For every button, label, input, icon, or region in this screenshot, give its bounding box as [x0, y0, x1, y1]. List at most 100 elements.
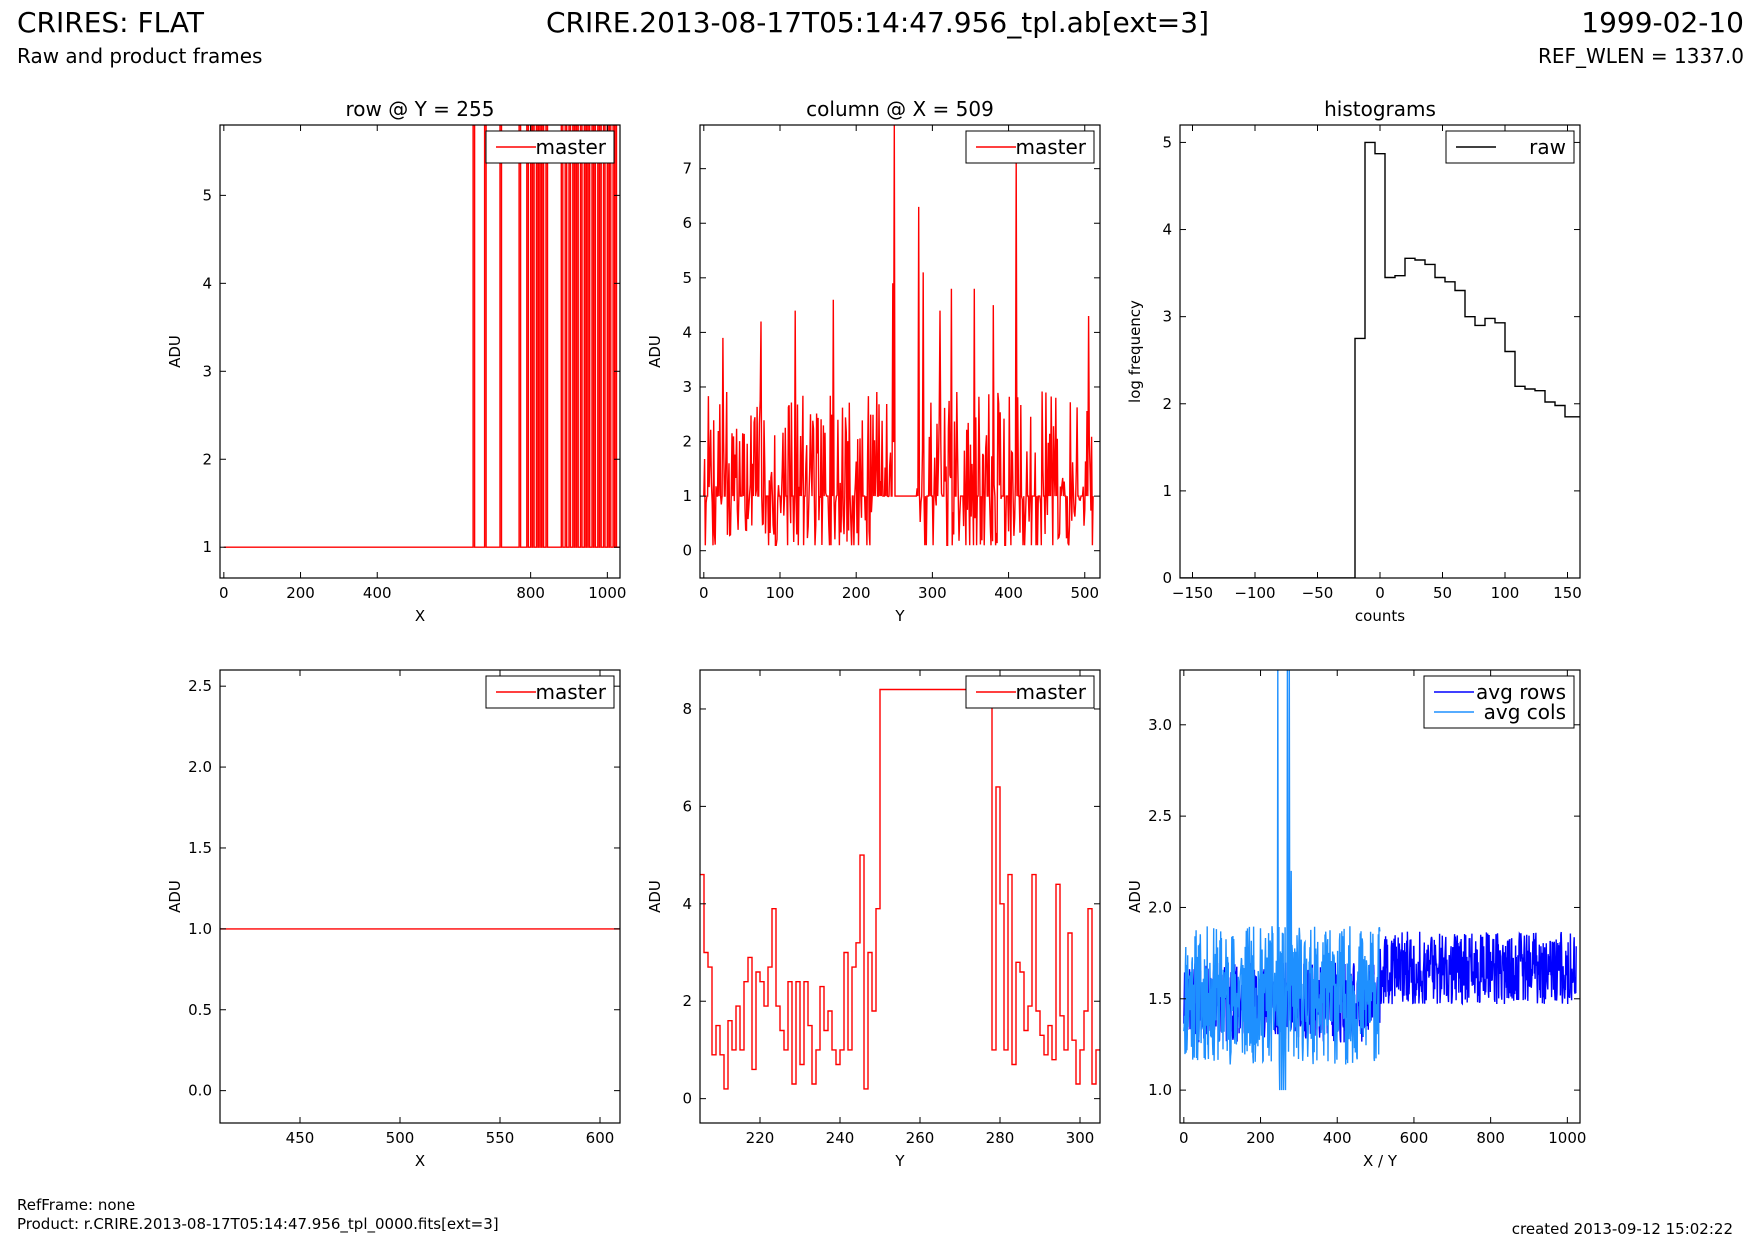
- y-axis-label: ADU: [646, 880, 664, 913]
- y-tick-label: 4: [202, 274, 212, 292]
- plot-frame: [1179, 124, 1581, 579]
- plot-frame: [1179, 669, 1581, 1124]
- x-tick-label: 600: [586, 1129, 615, 1147]
- x-tick-label: 800: [1476, 1129, 1505, 1147]
- y-tick-label: 8: [682, 700, 692, 718]
- plot-area: [223, 125, 620, 548]
- y-tick-label: 3.0: [1148, 716, 1172, 734]
- x-axis-label: Y: [894, 607, 905, 625]
- x-tick-label: 500: [1070, 584, 1099, 602]
- y-axis-label: ADU: [166, 880, 184, 913]
- y-tick-label: 4: [682, 323, 692, 341]
- plot-area: [703, 125, 1094, 546]
- x-tick-label: 100: [766, 584, 795, 602]
- page-title: CRIRES: FLAT: [17, 6, 204, 39]
- y-tick-label: 5: [1162, 133, 1172, 151]
- x-tick-label: 150: [1553, 584, 1582, 602]
- x-tick-label: 550: [486, 1129, 515, 1147]
- y-tick-label: 3: [682, 378, 692, 396]
- y-tick-label: 1.0: [1148, 1081, 1172, 1099]
- x-tick-label: 500: [386, 1129, 415, 1147]
- series-avg-cols: [1183, 670, 1381, 1091]
- ref-wavelength: REF_WLEN = 1337.0: [1537, 44, 1744, 68]
- x-tick-label: 400: [994, 584, 1023, 602]
- legend-label: master: [535, 680, 606, 704]
- x-tick-label: 240: [826, 1129, 855, 1147]
- plot-frame: [219, 669, 621, 1124]
- y-tick-label: 2.5: [188, 677, 212, 695]
- ref-frame-label: RefFrame: none: [17, 1196, 136, 1214]
- y-tick-label: 7: [682, 160, 692, 178]
- x-axis-label: X: [415, 607, 425, 625]
- observation-date: 1999-02-10: [1581, 6, 1744, 39]
- x-tick-label: 400: [363, 584, 392, 602]
- plot-area: [1180, 141, 1580, 578]
- legend-label: master: [535, 135, 606, 159]
- legend: master: [485, 675, 615, 709]
- file-name: CRIRE.2013-08-17T05:14:47.956_tpl.ab[ext…: [545, 6, 1209, 39]
- y-tick-label: 1: [202, 538, 212, 556]
- x-tick-label: 450: [286, 1129, 315, 1147]
- x-tick-label: 100: [1491, 584, 1520, 602]
- x-tick-label: 200: [286, 584, 315, 602]
- series-master: [223, 125, 620, 548]
- x-tick-label: 400: [1323, 1129, 1352, 1147]
- y-tick-label: 1.5: [1148, 990, 1172, 1008]
- y-tick-label: 1.5: [188, 839, 212, 857]
- x-tick-label: 0: [1375, 584, 1385, 602]
- x-tick-label: 0: [219, 584, 229, 602]
- x-tick-label: 1000: [588, 584, 626, 602]
- y-tick-label: 2.0: [188, 758, 212, 776]
- y-tick-label: 3: [202, 362, 212, 380]
- page-subtitle: Raw and product frames: [17, 44, 263, 68]
- y-tick-label: 0: [1162, 569, 1172, 587]
- plot-area: [700, 688, 1100, 1090]
- y-tick-label: 1.0: [188, 920, 212, 938]
- legend: raw: [1445, 130, 1575, 164]
- chart-col-zoom: 220 240 260 280 300 0 2 4 6 8 Y ADU master: [646, 669, 1101, 1170]
- y-tick-label: 1: [1162, 482, 1172, 500]
- x-tick-label: 600: [1400, 1129, 1429, 1147]
- y-tick-label: 3: [1162, 308, 1172, 326]
- y-tick-label: 4: [682, 895, 692, 913]
- y-tick-label: 2: [202, 450, 212, 468]
- product-label: Product: r.CRIRE.2013-08-17T05:14:47.956…: [17, 1215, 499, 1233]
- chart-row-zoom: 450 500 550 600 0.0 0.5 1.0 1.5 2.0 2.5 X ADU master: [166, 669, 621, 1170]
- legend: master: [965, 130, 1095, 164]
- x-axis-label: X: [415, 1152, 425, 1170]
- x-tick-label: 800: [516, 584, 545, 602]
- x-axis-label: Y: [894, 1152, 905, 1170]
- y-axis-label: ADU: [646, 335, 664, 368]
- x-tick-label: −100: [1234, 584, 1275, 602]
- x-tick-label: 50: [1433, 584, 1452, 602]
- series-master: [703, 125, 1094, 546]
- y-tick-label: 2.5: [1148, 807, 1172, 825]
- legend-box: [1423, 675, 1575, 729]
- legend-label: avg cols: [1484, 700, 1566, 724]
- x-tick-label: −150: [1172, 584, 1213, 602]
- series-master: [700, 688, 1100, 1090]
- y-tick-label: 2: [682, 992, 692, 1010]
- y-tick-label: 0: [682, 542, 692, 560]
- y-tick-label: 1: [682, 487, 692, 505]
- plot-frame: [699, 669, 1101, 1124]
- series-raw: [1180, 141, 1580, 578]
- x-tick-label: −50: [1302, 584, 1334, 602]
- x-tick-label: 200: [1246, 1129, 1275, 1147]
- legend-label: master: [1015, 680, 1086, 704]
- y-axis-label: log frequency: [1126, 300, 1144, 403]
- created-timestamp: created 2013-09-12 15:02:22: [1511, 1220, 1733, 1238]
- y-tick-label: 0.5: [188, 1001, 212, 1019]
- x-tick-label: 0: [699, 584, 709, 602]
- y-tick-label: 6: [682, 214, 692, 232]
- chart-avg: 0 200 400 600 800 1000 1.0 1.5 2.0 2.5 3.0 X / Y ADU…: [1126, 669, 1586, 1170]
- y-axis-label: ADU: [1126, 880, 1144, 913]
- x-tick-label: 220: [746, 1129, 775, 1147]
- chart-title: histograms: [1324, 97, 1436, 121]
- legend: master: [965, 675, 1095, 709]
- y-tick-label: 2: [1162, 395, 1172, 413]
- chart-col-full: 0 100 200 300 400 500 0 1 2 3 4 5 6 7 column @ X = 509…: [646, 97, 1101, 625]
- x-axis-label: counts: [1355, 607, 1405, 625]
- y-tick-label: 6: [682, 797, 692, 815]
